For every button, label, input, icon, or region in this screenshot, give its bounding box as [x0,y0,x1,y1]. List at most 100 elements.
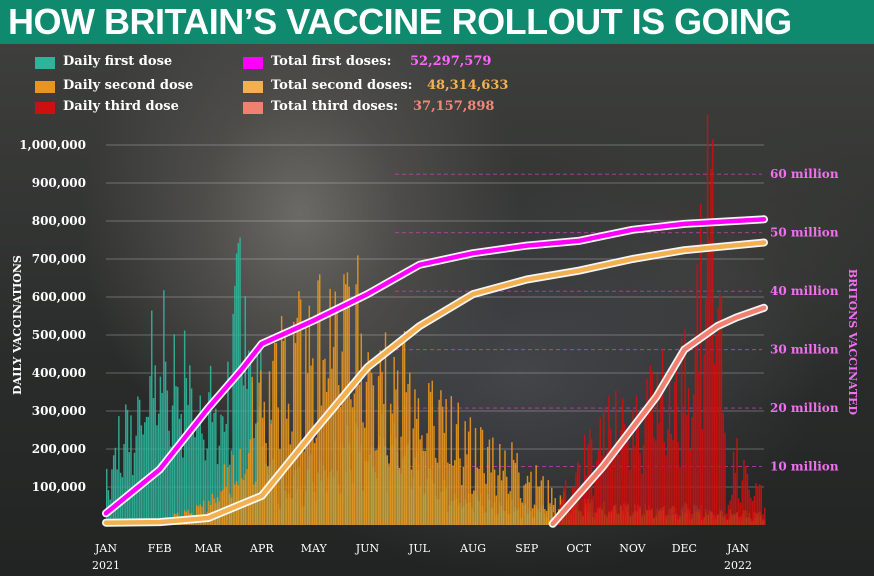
legend-label: Total third doses: [271,99,399,114]
daily-bar [722,413,724,525]
daily-bar [350,399,352,525]
daily-bar [618,454,621,525]
daily-bar [364,427,366,525]
daily-bar [746,473,749,525]
daily-bar [222,489,224,525]
daily-bar [135,435,137,525]
daily-bar [547,480,550,525]
daily-bar [232,454,234,525]
daily-bar [249,439,252,525]
daily-bar [478,468,480,525]
daily-bar [332,346,335,525]
daily-bar [443,432,446,525]
daily-bar [488,439,491,525]
daily-bar [573,488,575,525]
daily-bar [273,342,276,525]
daily-bar [464,421,466,525]
daily-bar [623,423,626,525]
daily-bar [658,423,660,525]
daily-bar [641,473,643,525]
daily-bar [125,404,127,525]
daily-bar [480,427,482,525]
daily-bar [672,440,674,525]
daily-bar [699,204,702,525]
daily-bar [542,476,544,525]
daily-bar [499,443,501,525]
daily-bar [318,274,321,525]
daily-bar [247,350,250,525]
daily-bar [412,428,414,525]
x-tick-label: MAR [194,542,222,555]
daily-bar [679,466,681,525]
daily-bar [473,490,475,525]
legend-swatch [35,81,55,93]
daily-bar [717,307,719,525]
daily-bar [402,340,404,525]
daily-bar [144,422,146,525]
daily-bar [152,398,155,525]
daily-bar [263,401,266,525]
daily-bar [296,317,298,525]
daily-bar [642,444,645,525]
daily-bar [388,463,390,525]
total-second-value: 48,314,633 [427,78,509,93]
daily-bar [176,387,179,525]
daily-bar [317,280,319,525]
daily-bar [362,422,364,525]
daily-bar [433,425,435,525]
daily-bar [431,380,434,525]
daily-bar [403,331,406,525]
daily-bar [149,376,151,525]
daily-bar [383,403,385,525]
daily-bar [386,455,388,525]
daily-bar [736,438,738,525]
daily-bar [376,450,378,525]
daily-bar [564,480,567,525]
daily-bar [635,395,638,525]
daily-bar [519,498,522,525]
daily-bar [242,385,245,525]
daily-bar [639,453,641,525]
daily-bar [467,431,470,525]
x-tick-label: FEB [148,542,172,555]
daily-bar [180,414,182,525]
daily-bar [357,255,359,526]
daily-bar [483,473,485,525]
daily-bar [192,429,195,525]
daily-bar [753,495,756,525]
daily-bar [531,508,534,525]
daily-bar [706,114,709,526]
daily-bar [760,485,763,525]
daily-bar [677,442,679,525]
daily-bar [440,390,442,525]
daily-bar [689,450,692,525]
daily-bar [374,450,376,525]
daily-bar [731,494,733,525]
daily-bar [764,507,766,525]
daily-bar [684,328,686,525]
daily-bar [646,379,648,525]
daily-bar [628,470,631,525]
daily-bar [123,444,125,525]
daily-bar [183,330,186,525]
daily-bar [667,429,669,525]
daily-bar [286,418,288,525]
y-tick-label: 700,000 [32,252,86,266]
daily-bar [254,481,257,525]
daily-bar [267,466,269,525]
daily-bar [454,460,456,525]
daily-bar [535,465,537,525]
daily-bar [660,395,662,525]
daily-bar [460,485,463,525]
daily-bar [239,448,241,525]
daily-bar [346,272,349,525]
daily-bar [211,493,214,525]
daily-bar [199,395,201,525]
daily-bar [280,316,283,525]
daily-bar [213,412,215,525]
y-tick-label: 500,000 [32,328,86,342]
daily-bar [627,441,629,525]
daily-bar [163,290,165,525]
daily-bar [175,385,177,525]
daily-bar [291,431,293,525]
